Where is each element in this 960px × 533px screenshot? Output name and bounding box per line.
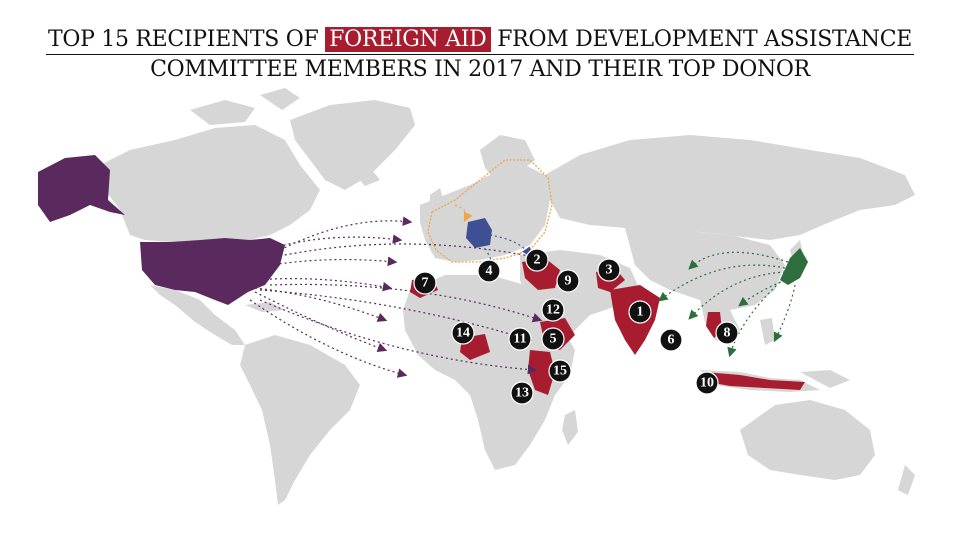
germany xyxy=(466,218,492,248)
svg-text:15: 15 xyxy=(553,364,567,379)
south-america xyxy=(240,335,360,505)
marker-3[interactable]: 3 xyxy=(597,258,621,282)
china xyxy=(625,228,785,310)
marker-6[interactable]: 6 xyxy=(659,328,683,352)
europe xyxy=(420,165,550,262)
marker-14[interactable]: 14 xyxy=(451,321,475,345)
marker-1[interactable]: 1 xyxy=(628,300,652,324)
svg-text:1: 1 xyxy=(637,305,644,320)
marker-7[interactable]: 7 xyxy=(413,271,437,295)
europe-outline xyxy=(427,159,553,263)
svg-text:13: 13 xyxy=(515,386,529,401)
usa-routes xyxy=(249,216,543,378)
title-highlight: FOREIGN AID xyxy=(325,27,491,52)
kenya-tanzania xyxy=(528,350,555,395)
svg-text:9: 9 xyxy=(565,274,572,289)
svg-text:4: 4 xyxy=(486,264,493,279)
title-line-2: COMMITTEE MEMBERS IN 2017 AND THEIR TOP … xyxy=(150,57,810,82)
svg-text:14: 14 xyxy=(456,326,470,341)
marker-10[interactable]: 10 xyxy=(695,371,719,395)
svg-text:8: 8 xyxy=(724,326,731,341)
svg-text:5: 5 xyxy=(550,332,557,347)
title-part-1: TOP 15 RECIPIENTS OF xyxy=(47,27,319,52)
mexico xyxy=(150,285,245,345)
canada xyxy=(100,125,320,242)
svg-text:12: 12 xyxy=(546,303,560,318)
marker-9[interactable]: 9 xyxy=(556,269,580,293)
svg-text:10: 10 xyxy=(700,376,714,391)
rank-markers: 1 2 3 4 5 6 7 8 9 10 11 12 13 14 15 xyxy=(413,248,739,405)
marker-4[interactable]: 4 xyxy=(477,259,501,283)
indonesia-red xyxy=(705,372,805,390)
marker-13[interactable]: 13 xyxy=(510,381,534,405)
arctic-islands xyxy=(190,100,255,125)
russia xyxy=(545,135,915,240)
title-line-1: TOP 15 RECIPIENTS OF FOREIGN AID FROM DE… xyxy=(45,26,915,55)
map-title: TOP 15 RECIPIENTS OF FOREIGN AID FROM DE… xyxy=(0,26,960,84)
svg-text:2: 2 xyxy=(534,253,541,268)
usa xyxy=(140,238,285,305)
africa xyxy=(403,275,575,470)
marker-5[interactable]: 5 xyxy=(541,327,565,351)
greenland xyxy=(290,100,415,190)
marker-8[interactable]: 8 xyxy=(715,321,739,345)
japan-routes xyxy=(658,251,796,358)
svg-text:7: 7 xyxy=(422,276,429,291)
svg-text:11: 11 xyxy=(513,332,526,347)
svg-text:6: 6 xyxy=(668,333,675,348)
marker-2[interactable]: 2 xyxy=(525,248,549,272)
alaska xyxy=(38,155,125,222)
usa-donor xyxy=(38,155,285,305)
australia xyxy=(740,400,875,480)
japan xyxy=(780,248,808,285)
svg-text:3: 3 xyxy=(606,263,613,278)
marker-12[interactable]: 12 xyxy=(541,298,565,322)
title-part-2: FROM DEVELOPMENT ASSISTANCE xyxy=(497,27,913,52)
marker-11[interactable]: 11 xyxy=(508,327,532,351)
marker-15[interactable]: 15 xyxy=(548,359,572,383)
